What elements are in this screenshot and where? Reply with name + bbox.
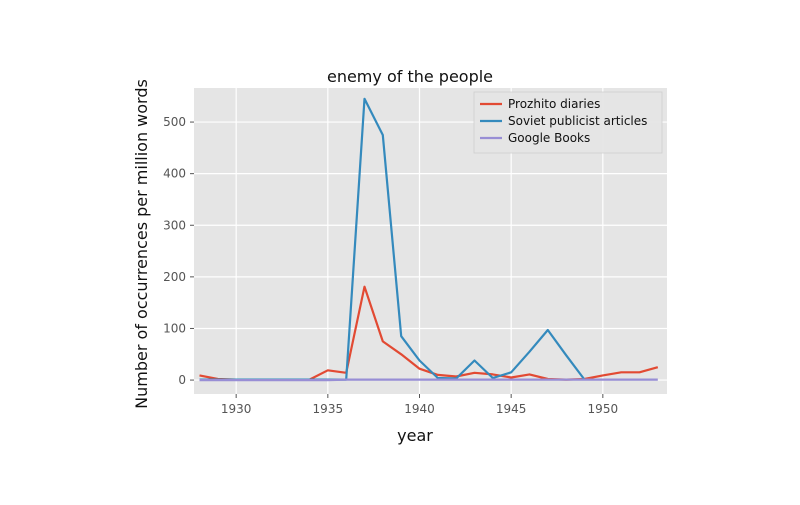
- x-tick-label: 1950: [588, 402, 619, 416]
- y-tick-label: 400: [163, 167, 186, 181]
- series-group: [199, 97, 659, 382]
- tick-labels: 1930 1935 1940 1945 1950 0 100 200 300 400 500: [163, 115, 618, 416]
- x-tick-label: 1930: [221, 402, 252, 416]
- legend-box: [473, 91, 663, 154]
- y-tick-label: 100: [163, 321, 186, 335]
- y-axis-label: Number of occurrences per million words: [132, 79, 151, 409]
- x-tick-label: 1935: [313, 402, 344, 416]
- y-tick-label: 200: [163, 270, 186, 284]
- x-tick-label: 1940: [404, 402, 435, 416]
- chart-title: enemy of the people: [327, 67, 493, 86]
- legend-label-prozhito-diaries: Prozhito diaries: [508, 97, 600, 111]
- y-tick-label: 300: [163, 218, 186, 232]
- y-tick-label: 0: [178, 373, 186, 387]
- series-line-google-books: [199, 378, 658, 382]
- y-tick-label: 500: [163, 115, 186, 129]
- legend: Prozhito diaries Soviet publicist article…: [473, 91, 663, 154]
- x-tick-label: 1945: [496, 402, 527, 416]
- legend-label-google-books: Google Books: [508, 131, 590, 145]
- legend-label-soviet-publicist-articles: Soviet publicist articles: [508, 114, 647, 128]
- x-axis-label: year: [397, 426, 433, 445]
